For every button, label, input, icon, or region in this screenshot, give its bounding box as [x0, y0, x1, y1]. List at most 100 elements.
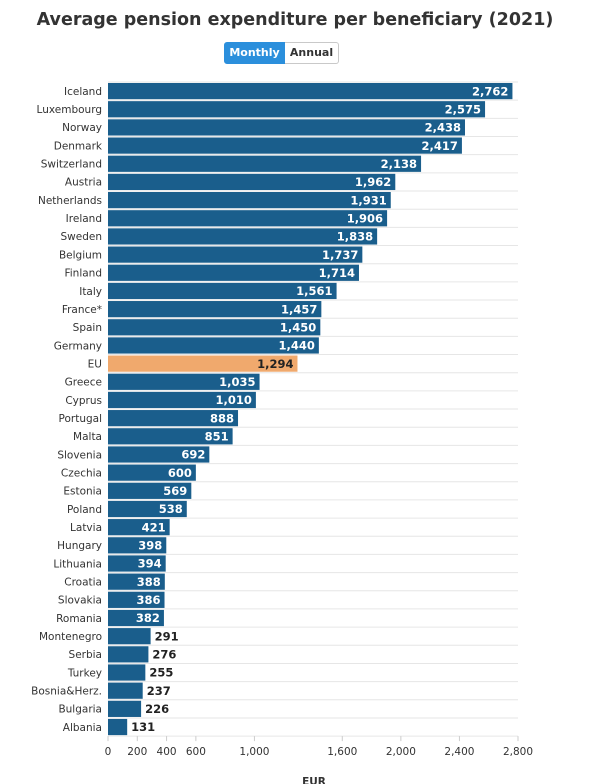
bar[interactable] [108, 700, 142, 717]
x-axis-ticks: 0 200 400 600 1,000 1,600 2,000 2,400 2,800 [105, 736, 533, 758]
bar[interactable] [108, 119, 465, 136]
x-axis-label: EUR [302, 776, 326, 784]
data-label: 421 [142, 520, 166, 534]
annual-button[interactable]: Annual [285, 42, 339, 64]
category-label: Lithuania [53, 558, 102, 570]
bar[interactable] [108, 101, 486, 118]
bar[interactable] [108, 282, 337, 300]
data-label: 1,561 [296, 284, 332, 298]
data-label: 851 [205, 430, 229, 444]
category-label: Ireland [66, 213, 102, 225]
bar[interactable] [108, 555, 166, 572]
tick-label: 1,000 [239, 746, 269, 758]
category-label: Slovakia [58, 595, 102, 607]
bar[interactable] [108, 210, 388, 227]
category-label: Malta [73, 431, 102, 443]
category-label: Belgium [59, 249, 102, 261]
category-label: Iceland [64, 86, 102, 98]
bar[interactable] [108, 519, 170, 536]
bar[interactable] [108, 482, 192, 499]
data-label: 226 [145, 702, 169, 716]
bar[interactable] [108, 173, 396, 191]
category-label: Austria [65, 177, 102, 189]
category-label: Greece [65, 377, 102, 389]
chart-title: Average pension expenditure per benefici… [36, 10, 554, 30]
data-label: 382 [136, 611, 160, 625]
category-label: Turkey [67, 667, 102, 679]
category-label: Albania [63, 722, 102, 734]
category-label: Cyprus [65, 395, 102, 407]
bar[interactable] [108, 718, 128, 736]
category-label: Poland [67, 504, 102, 516]
data-label: 1,906 [347, 211, 383, 225]
bar[interactable] [108, 664, 146, 681]
bar[interactable] [108, 591, 165, 608]
category-label: France* [62, 304, 102, 316]
category-label: Slovenia [57, 449, 102, 461]
monthly-button[interactable]: Monthly [224, 42, 285, 64]
bar[interactable] [108, 228, 378, 245]
bar[interactable] [108, 537, 167, 554]
bar[interactable] [108, 155, 422, 172]
bar[interactable] [108, 82, 513, 100]
bar[interactable] [108, 428, 233, 445]
bar[interactable] [108, 628, 151, 645]
bar[interactable] [108, 192, 391, 209]
category-label: Croatia [64, 576, 102, 588]
bar[interactable] [108, 464, 196, 481]
bar[interactable] [108, 355, 298, 372]
bar[interactable] [108, 682, 143, 699]
data-label: 1,440 [278, 339, 314, 353]
bar[interactable] [108, 337, 319, 354]
bar[interactable] [108, 609, 164, 627]
category-label: Spain [73, 322, 102, 334]
data-label: 1,962 [355, 175, 391, 189]
category-label: Norway [62, 122, 102, 134]
data-label: 1,714 [319, 266, 355, 280]
tick-label: 2,400 [444, 746, 474, 758]
bar[interactable] [108, 446, 210, 463]
data-label: 1,737 [322, 248, 358, 262]
bar[interactable] [108, 391, 256, 409]
data-label: 2,438 [425, 121, 461, 135]
data-label: 255 [149, 666, 173, 680]
category-label: Estonia [63, 486, 102, 498]
category-label: Portugal [59, 413, 103, 425]
bar[interactable] [108, 646, 149, 663]
data-label: 131 [131, 720, 155, 734]
tick-label: 2,800 [503, 746, 533, 758]
data-label: 291 [155, 629, 179, 643]
data-label: 394 [138, 557, 162, 571]
category-label: Hungary [57, 540, 102, 552]
category-label: Montenegro [39, 631, 102, 643]
data-label: 1,450 [280, 320, 316, 334]
category-labels: Iceland Luxembourg Norway Denmark Switzerlan… [31, 86, 103, 734]
data-label: 569 [163, 484, 187, 498]
bar[interactable] [108, 264, 359, 281]
data-label: 2,138 [381, 157, 417, 171]
data-label: 538 [159, 502, 183, 516]
bar[interactable] [108, 137, 462, 154]
bar[interactable] [108, 500, 187, 518]
category-label: Denmark [54, 140, 103, 152]
data-label: 2,417 [422, 139, 458, 153]
category-label: Switzerland [41, 159, 102, 171]
data-label: 237 [147, 684, 171, 698]
data-label: 386 [137, 593, 161, 607]
period-toggle: Monthly Annual [224, 42, 339, 64]
category-label: Netherlands [38, 195, 102, 207]
bar[interactable] [108, 573, 165, 590]
category-label: Italy [79, 286, 102, 298]
tick-label: 2,000 [386, 746, 416, 758]
bar[interactable] [108, 301, 322, 318]
data-label: 398 [138, 539, 162, 553]
gridlines [108, 81, 518, 737]
category-label: EU [88, 358, 102, 370]
data-label: 692 [181, 448, 205, 462]
category-label: Bosnia&Herz. [31, 685, 102, 697]
bar[interactable] [108, 246, 363, 263]
bar[interactable] [108, 373, 260, 390]
bar[interactable] [108, 319, 321, 336]
bar[interactable] [108, 410, 239, 427]
